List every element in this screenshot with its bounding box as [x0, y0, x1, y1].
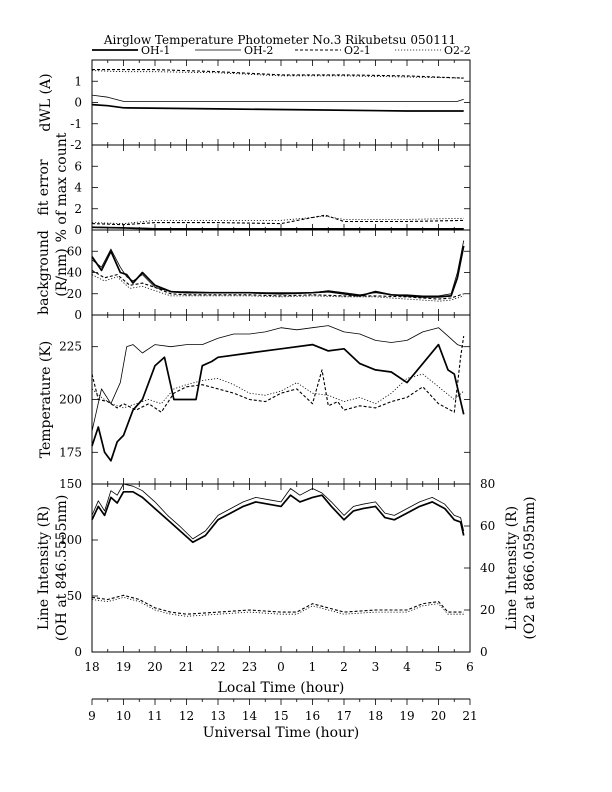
series-line-bg-oh-1	[91, 245, 465, 298]
x-universal-tick-label: 19	[399, 709, 414, 723]
x-local-tick-label: 18	[84, 660, 99, 674]
series-line-fit-o2-1	[91, 214, 464, 226]
y-axis-label-dwl: dWL (A)	[38, 73, 54, 131]
y-tick-label-dwl: -1	[70, 117, 82, 131]
y2-tick-label-int: 60	[480, 519, 495, 533]
x-local-axis-label: Local Time (hour)	[218, 680, 345, 696]
y-tick-label-dwl: 0	[74, 96, 82, 110]
y-tick-label-temp: 200	[59, 393, 82, 407]
series-line-int-o2-1	[91, 594, 464, 615]
x-local-tick-label: 1	[309, 660, 317, 674]
series-line-temp-o2-1	[91, 336, 465, 413]
x-local-tick-label: 5	[435, 660, 443, 674]
series-line-bg-o2-2	[91, 274, 464, 302]
y2-tick-label-int: 20	[480, 603, 495, 617]
panel-fit: 0 2 4 6 fit error% of max count	[36, 132, 471, 242]
x-local-tick-label: 4	[403, 660, 411, 674]
y2-tick-label-int: 40	[480, 561, 495, 575]
x-local-tick-label: 0	[277, 660, 285, 674]
x-local-tick-label: 20	[147, 660, 162, 674]
series-line-bg-o2-1	[91, 269, 464, 300]
series-line-temp-o2-2	[91, 373, 464, 409]
x-universal-tick-label: 10	[116, 709, 131, 723]
series-line-bg-oh-2	[91, 240, 465, 297]
legend-label-oh-1: OH-1	[141, 44, 170, 57]
y-tick-label-int: 50	[67, 589, 82, 603]
x-universal-tick-label: 16	[305, 709, 320, 723]
panel-frame-bg	[91, 229, 471, 316]
x-local-tick-label: 6	[466, 660, 474, 674]
series-line-fit-o2-2	[91, 215, 464, 225]
x-universal-tick-label: 17	[336, 709, 351, 723]
x-local-tick-label: 22	[210, 660, 225, 674]
x-local-tick-label: 23	[242, 660, 257, 674]
panel-bg: 0 20 40 60 background (R/nm)	[36, 229, 471, 322]
x-universal-tick-label: 21	[462, 709, 477, 723]
y-tick-label-int: 100	[59, 533, 82, 547]
y-tick-label-bg: 0	[74, 308, 82, 322]
series-line-dwl-oh-2	[91, 94, 464, 102]
x-local-tick-label: 2	[340, 660, 348, 674]
y-tick-label-int: 0	[74, 645, 82, 659]
panel-temp: 175 200 225 Temperature (K)	[38, 314, 471, 485]
chart-title: Airglow Temperature Photometer No.3 Riku…	[103, 33, 456, 47]
legend: OH-1 OH-2 O2-1 O2-2	[92, 44, 471, 57]
y-tick-label-fit: 6	[74, 159, 82, 173]
y-tick-label-bg: 20	[67, 287, 82, 301]
panels: -2 -1 0 1 dWL (A) 0 2 4 6 fit error% of max count…	[36, 59, 538, 659]
x-universal-tick-label: 15	[273, 709, 288, 723]
x-universal-tick-label: 11	[147, 709, 162, 723]
y-axis-label-int: Line Intensity (R)	[36, 506, 52, 630]
y2-tick-label-int: 80	[480, 477, 495, 491]
y-tick-label-temp: 225	[59, 340, 82, 354]
panel-frame-dwl	[91, 59, 471, 146]
x-local-tick-label: 19	[116, 660, 131, 674]
series-line-int-oh-1	[91, 490, 465, 544]
x-universal-tick-label: 18	[368, 709, 383, 723]
series-line-dwl-o2-1	[92, 69, 464, 79]
x-universal-tick-label: 12	[179, 709, 194, 723]
x-universal-tick-label: 20	[431, 709, 446, 723]
series-line-dwl-o2-2	[91, 70, 464, 79]
y-tick-label-bg: 60	[67, 244, 82, 258]
y2-axis-label-int: Line Intensity (R)	[504, 506, 520, 630]
y-axis-label-temp: Temperature (K)	[38, 341, 54, 459]
legend-label-oh-2: OH-2	[244, 44, 273, 57]
series-line-int-oh-2	[91, 483, 465, 540]
series-line-int-o2-2	[91, 597, 464, 617]
y-tick-label-int: 150	[59, 477, 82, 491]
x-local-tick-label: 21	[179, 660, 194, 674]
y-axis-label2-bg: (R/nm)	[54, 248, 70, 296]
series-line-dwl-oh-1	[91, 103, 464, 112]
x-universal-axis-label: Universal Time (hour)	[203, 725, 360, 741]
panel-dwl: -2 -1 0 1 dWL (A)	[38, 59, 471, 152]
panel-frame-fit	[91, 144, 471, 231]
y-axis-label2-int: (OH at 846.5555nm)	[54, 495, 70, 642]
y-tick-label-fit: 0	[74, 223, 82, 237]
y-axis-label2-fit: % of max count	[54, 132, 70, 242]
y-tick-label-dwl: -2	[70, 138, 82, 152]
x-universal-tick-label: 14	[242, 709, 258, 723]
y-tick-label-fit: 2	[74, 202, 82, 216]
legend-label-o2-2: O2-2	[444, 44, 471, 57]
x-local-tick-label: 3	[372, 660, 380, 674]
y-axis-label-fit: fit error	[36, 159, 52, 216]
y-tick-label-temp: 175	[59, 445, 82, 459]
x-universal-tick-label: 13	[210, 709, 225, 723]
y-tick-label-dwl: 1	[74, 74, 82, 88]
series-line-temp-oh-1	[91, 343, 465, 462]
y2-axis-label2-int: (O2 at 866.0595nm)	[522, 496, 538, 639]
y2-tick-label-int: 0	[480, 645, 488, 659]
legend-label-o2-1: O2-1	[344, 44, 371, 57]
series-line-fit-oh-2	[91, 226, 464, 229]
y-tick-label-fit: 4	[74, 181, 82, 195]
x-universal-tick-label: 9	[88, 709, 96, 723]
y-axis-label-bg: background	[36, 230, 52, 315]
y-tick-label-bg: 40	[67, 266, 82, 280]
series-line-temp-oh-2	[91, 325, 464, 432]
